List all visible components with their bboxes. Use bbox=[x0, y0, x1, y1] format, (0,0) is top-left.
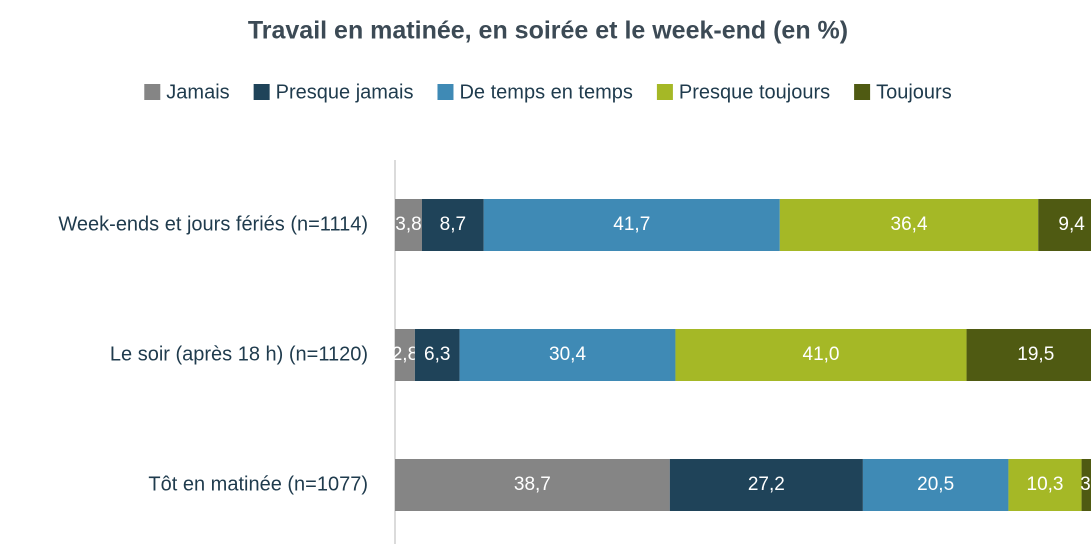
bar-segment bbox=[483, 199, 780, 251]
bar-segment bbox=[779, 199, 1039, 251]
value-label: 38,7 bbox=[514, 474, 551, 495]
bar-segment bbox=[862, 459, 1009, 511]
value-label: 20,5 bbox=[917, 474, 954, 495]
bar-segment bbox=[675, 329, 967, 381]
legend-swatch bbox=[253, 84, 270, 100]
value-label: 8,7 bbox=[440, 214, 466, 235]
legend-swatch bbox=[854, 84, 871, 100]
bar-segment bbox=[421, 199, 484, 251]
category-label: Le soir (après 18 h) (n=1120) bbox=[110, 343, 368, 365]
bar-segment bbox=[966, 329, 1091, 381]
value-label: 2,8 bbox=[392, 344, 418, 365]
legend-label: Toujours bbox=[876, 81, 952, 103]
legend-swatch bbox=[144, 84, 161, 100]
value-label: 27,2 bbox=[748, 474, 785, 495]
category-label: Tôt en matinée (n=1077) bbox=[148, 473, 368, 495]
bar-segment bbox=[414, 329, 460, 381]
chart-title: Travail en matinée, en soirée et le week… bbox=[248, 17, 848, 45]
bar-segment bbox=[395, 459, 670, 511]
bar-segment bbox=[1038, 199, 1091, 251]
legend-label: Presque toujours bbox=[679, 81, 830, 103]
value-label: 3,3 bbox=[1080, 474, 1091, 495]
value-label: 3,8 bbox=[395, 214, 421, 235]
value-label: 19,5 bbox=[1017, 344, 1054, 365]
value-label: 9,4 bbox=[1058, 214, 1085, 235]
legend-label: Presque jamais bbox=[276, 81, 414, 103]
bar-segment bbox=[459, 329, 676, 381]
legend-label: Jamais bbox=[166, 81, 229, 103]
bar-segment bbox=[669, 459, 863, 511]
bar-segment bbox=[1081, 459, 1091, 511]
bar-segment bbox=[395, 199, 422, 251]
legend-swatch bbox=[656, 84, 673, 100]
value-label: 41,0 bbox=[803, 344, 840, 365]
bar-segment bbox=[395, 329, 415, 381]
value-label: 30,4 bbox=[549, 344, 586, 365]
value-label: 36,4 bbox=[891, 214, 928, 235]
legend-swatch bbox=[437, 84, 454, 100]
value-label: 41,7 bbox=[613, 214, 650, 235]
value-label: 6,3 bbox=[424, 344, 450, 365]
bar-segment bbox=[1008, 459, 1082, 511]
category-label: Week-ends et jours fériés (n=1114) bbox=[58, 213, 368, 235]
value-label: 10,3 bbox=[1027, 474, 1064, 495]
legend-label: De temps en temps bbox=[459, 81, 632, 103]
